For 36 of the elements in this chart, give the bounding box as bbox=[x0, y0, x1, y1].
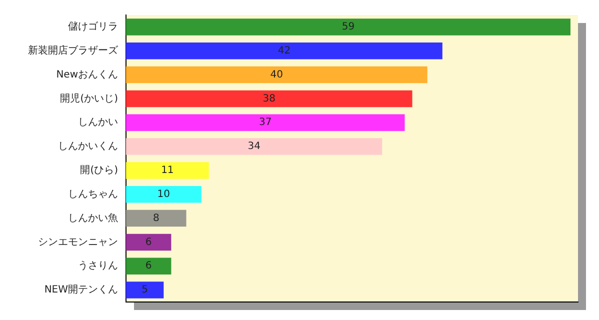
data-label: 5 bbox=[142, 284, 148, 296]
data-label: 6 bbox=[145, 260, 152, 272]
y-tick-label: Newおんくん bbox=[56, 69, 118, 80]
data-label: 8 bbox=[152, 212, 160, 224]
y-tick-label: 新装開店ブラザーズ bbox=[28, 44, 119, 56]
bar bbox=[126, 114, 405, 131]
bar bbox=[126, 282, 164, 298]
y-tick-label: 開(ひら) bbox=[80, 165, 118, 176]
data-label: 11 bbox=[161, 165, 174, 176]
data-label: 42 bbox=[278, 45, 291, 56]
y-tick-label: 開児(かいじ) bbox=[60, 93, 118, 104]
data-label: 10 bbox=[157, 188, 170, 200]
bar bbox=[126, 42, 442, 60]
bar bbox=[126, 18, 570, 36]
y-tick-label: 儲けゴリラ bbox=[68, 20, 118, 33]
bar bbox=[126, 186, 202, 203]
y-tick-label: うさりん bbox=[78, 260, 118, 272]
data-label: 37 bbox=[259, 117, 272, 128]
data-label: 6 bbox=[145, 236, 152, 248]
bar bbox=[126, 138, 382, 155]
y-tick-label: しんかい bbox=[78, 117, 118, 128]
y-tick-label: シンエモンニャン bbox=[38, 236, 118, 248]
data-label: 59 bbox=[342, 22, 355, 33]
data-label: 38 bbox=[262, 93, 276, 104]
y-tick-label: NEW開テンくん bbox=[44, 284, 118, 296]
y-tick-label: しんちゃん bbox=[68, 188, 118, 200]
bar bbox=[126, 162, 209, 179]
bar bbox=[126, 66, 428, 84]
bar bbox=[126, 90, 412, 108]
bar bbox=[126, 210, 186, 227]
y-tick-label: しんかいくん bbox=[58, 141, 118, 152]
bar bbox=[126, 258, 172, 274]
data-label: 34 bbox=[248, 141, 260, 152]
y-tick-label: しんかい魚 bbox=[68, 212, 118, 224]
bar bbox=[126, 234, 172, 251]
data-label: 40 bbox=[270, 69, 284, 80]
